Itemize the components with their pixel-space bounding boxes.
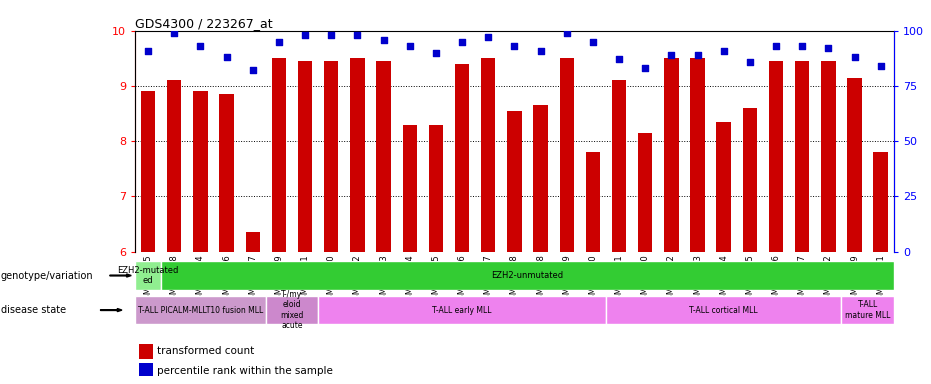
Bar xyxy=(717,122,731,252)
Bar xyxy=(318,296,606,324)
Point xyxy=(298,32,313,38)
Bar xyxy=(139,344,154,359)
Point xyxy=(586,39,600,45)
Bar xyxy=(586,152,600,252)
Point xyxy=(769,43,784,49)
Bar xyxy=(847,78,862,252)
Point xyxy=(324,32,339,38)
Bar xyxy=(272,58,286,252)
Text: genotype/variation: genotype/variation xyxy=(1,270,93,281)
Point xyxy=(480,34,495,40)
Bar xyxy=(141,91,155,252)
Bar xyxy=(560,58,573,252)
Text: percentile rank within the sample: percentile rank within the sample xyxy=(157,366,333,376)
Point xyxy=(245,68,260,74)
Bar xyxy=(481,58,495,252)
Bar xyxy=(743,108,757,252)
Bar xyxy=(246,232,260,252)
Bar xyxy=(350,58,365,252)
Bar xyxy=(533,105,547,252)
Text: transformed count: transformed count xyxy=(157,346,254,356)
Text: GDS4300 / 223267_at: GDS4300 / 223267_at xyxy=(135,17,273,30)
Bar xyxy=(194,91,208,252)
Point xyxy=(612,56,627,63)
Bar xyxy=(402,124,417,252)
Point xyxy=(690,52,705,58)
Text: T-ALL PICALM-MLLT10 fusion MLL: T-ALL PICALM-MLLT10 fusion MLL xyxy=(138,306,263,314)
Point xyxy=(402,43,417,49)
Text: disease state: disease state xyxy=(1,305,66,315)
Bar xyxy=(298,61,312,252)
Bar xyxy=(135,261,161,290)
Point xyxy=(821,45,836,51)
Bar xyxy=(455,64,469,252)
Point xyxy=(167,30,182,36)
Point xyxy=(376,36,391,43)
Bar xyxy=(664,58,679,252)
Point xyxy=(272,39,287,45)
Point xyxy=(873,63,888,69)
Bar xyxy=(612,80,627,252)
Bar xyxy=(139,363,154,378)
Bar xyxy=(690,58,705,252)
Bar xyxy=(220,94,234,252)
Bar xyxy=(376,61,391,252)
Text: T-ALL
mature MLL: T-ALL mature MLL xyxy=(845,300,890,320)
Bar xyxy=(507,111,521,252)
Bar xyxy=(428,124,443,252)
Point xyxy=(454,39,469,45)
Bar xyxy=(821,61,835,252)
Point xyxy=(742,59,757,65)
Text: T-/my
eloid
mixed
acute: T-/my eloid mixed acute xyxy=(280,290,304,330)
Point xyxy=(847,54,862,60)
Bar xyxy=(135,296,266,324)
Bar xyxy=(842,296,894,324)
Point xyxy=(428,50,443,56)
Bar xyxy=(873,152,888,252)
Text: EZH2-unmutated: EZH2-unmutated xyxy=(492,271,563,280)
Text: EZH2-mutated
ed: EZH2-mutated ed xyxy=(117,266,179,285)
Point xyxy=(533,48,548,54)
Point xyxy=(664,52,679,58)
Point xyxy=(219,54,234,60)
Bar xyxy=(167,80,182,252)
Point xyxy=(506,43,521,49)
Bar xyxy=(638,133,653,252)
Point xyxy=(350,32,365,38)
Point xyxy=(638,65,653,71)
Bar xyxy=(795,61,809,252)
Point xyxy=(141,48,155,54)
Text: T-ALL early MLL: T-ALL early MLL xyxy=(432,306,492,314)
Bar xyxy=(606,296,842,324)
Point xyxy=(795,43,810,49)
Bar xyxy=(324,61,339,252)
Point xyxy=(560,30,574,36)
Point xyxy=(193,43,208,49)
Bar xyxy=(769,61,783,252)
Text: T-ALL cortical MLL: T-ALL cortical MLL xyxy=(689,306,758,314)
Bar xyxy=(266,296,318,324)
Point xyxy=(716,48,731,54)
